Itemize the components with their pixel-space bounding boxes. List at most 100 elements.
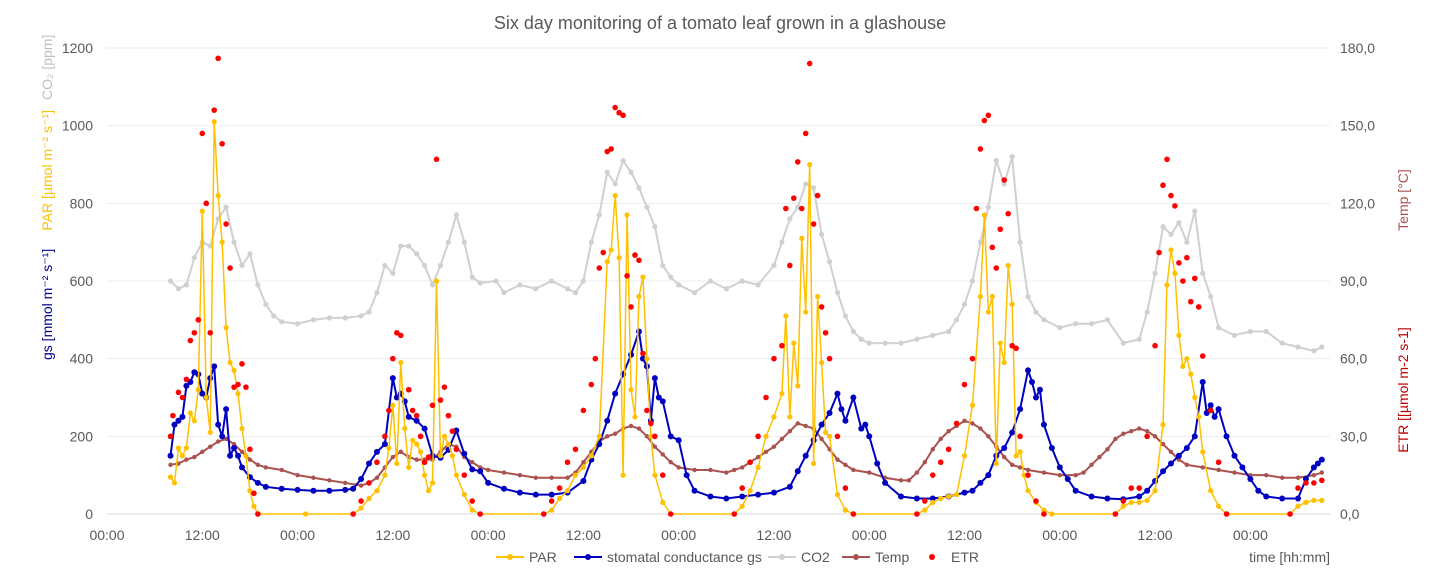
co2-point xyxy=(969,278,976,284)
gs-point xyxy=(1310,464,1317,471)
par-point xyxy=(402,425,408,432)
gs-point xyxy=(1295,495,1301,502)
co2-point xyxy=(310,317,317,323)
etr-point xyxy=(600,249,607,256)
temp-point xyxy=(239,449,245,455)
etr-point xyxy=(783,205,789,212)
etr-point xyxy=(1172,203,1178,209)
gs-point xyxy=(858,425,865,432)
temp-point xyxy=(215,439,221,444)
etr-point xyxy=(1295,485,1301,491)
etr-point xyxy=(842,485,849,491)
temp-point xyxy=(835,457,840,462)
par-point xyxy=(588,453,594,459)
legend-item: stomatal conductance gs xyxy=(574,549,762,565)
etr-point xyxy=(251,490,257,497)
par-point xyxy=(612,192,618,199)
etr-point xyxy=(826,355,833,362)
co2-point xyxy=(850,328,856,335)
co2-point xyxy=(953,317,960,323)
co2-point xyxy=(167,278,174,284)
par-point xyxy=(453,472,459,478)
par-point xyxy=(834,491,841,498)
co2-point xyxy=(1017,239,1023,245)
par-point xyxy=(215,192,221,199)
co2-point xyxy=(1216,325,1222,331)
gs-point xyxy=(516,489,523,496)
gs-point xyxy=(366,460,373,467)
right-tick-label: 60,0 xyxy=(1340,351,1367,367)
etr-point xyxy=(739,485,745,491)
temp-point xyxy=(374,475,380,480)
left-axis-title-par: PAR [µmol m⁻² s⁻¹] xyxy=(39,110,55,231)
temp-point xyxy=(358,483,364,488)
legend-label: Temp xyxy=(875,549,909,565)
gs-point xyxy=(755,491,762,498)
etr-point xyxy=(612,104,618,111)
gs-point xyxy=(770,489,777,496)
legend-swatch-marker xyxy=(779,554,785,560)
temp-point xyxy=(327,478,332,483)
co2-point xyxy=(1025,293,1031,300)
etr-point xyxy=(818,304,825,310)
gs-point xyxy=(231,444,238,451)
temp-point xyxy=(200,449,205,455)
temp-point xyxy=(779,436,785,442)
etr-point xyxy=(167,433,174,440)
par-point xyxy=(235,391,241,397)
etr-point xyxy=(850,511,857,517)
etr-point xyxy=(191,329,198,336)
co2-point xyxy=(1144,309,1150,315)
etr-point xyxy=(1152,342,1158,349)
co2-point xyxy=(223,204,229,210)
par-point xyxy=(981,212,987,218)
right-tick-label: 90,0 xyxy=(1340,273,1367,289)
par-point xyxy=(604,258,610,265)
left-tick-label: 800 xyxy=(70,195,94,211)
par-point xyxy=(406,464,412,470)
par-point xyxy=(1208,488,1214,494)
temp-point xyxy=(168,462,173,468)
co2-point xyxy=(1168,231,1174,237)
par-point xyxy=(930,499,936,505)
temp-point xyxy=(263,465,268,470)
gs-point xyxy=(707,493,714,500)
temp-point xyxy=(1264,472,1269,478)
gs-point xyxy=(373,448,380,455)
co2-series xyxy=(167,154,1325,354)
par-point xyxy=(938,495,944,502)
etr-point xyxy=(394,329,400,336)
par-point xyxy=(922,507,928,513)
par-point xyxy=(239,425,245,432)
co2-point xyxy=(358,313,364,319)
par-point xyxy=(993,460,999,467)
co2-point xyxy=(1160,224,1166,230)
co2-point xyxy=(549,278,555,284)
etr-point xyxy=(977,146,984,152)
temp-point xyxy=(343,480,348,486)
temp-point xyxy=(644,434,650,439)
etr-point xyxy=(421,459,428,466)
legend-swatch-marker xyxy=(585,554,591,560)
co2-point xyxy=(231,239,237,245)
etr-point xyxy=(1195,304,1202,310)
co2-point xyxy=(771,262,777,269)
gs-point xyxy=(1255,487,1262,494)
temp-point xyxy=(581,460,586,465)
co2-point xyxy=(461,239,467,245)
gs-point xyxy=(969,487,976,494)
temp-point xyxy=(1002,454,1007,460)
gs-point xyxy=(723,495,730,502)
temp-point xyxy=(676,465,681,470)
etr-point xyxy=(1009,342,1015,349)
co2-point xyxy=(660,262,666,269)
gs-point xyxy=(254,479,261,486)
par-point xyxy=(985,309,991,315)
etr-point xyxy=(1319,477,1325,484)
par-point xyxy=(223,325,229,331)
co2-point xyxy=(914,336,920,342)
par-point xyxy=(422,472,428,478)
par-point xyxy=(374,488,380,494)
co2-axis-label: CO₂ [ppm] xyxy=(39,35,55,100)
etr-point xyxy=(1136,485,1142,491)
